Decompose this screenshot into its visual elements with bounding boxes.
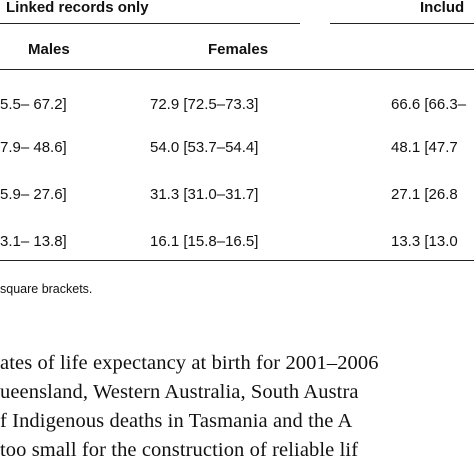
table-cell: 13.3 [13.0 — [391, 233, 458, 250]
header-rule — [0, 69, 474, 70]
col-header-males: Males — [28, 41, 70, 58]
group-rule-right — [330, 23, 474, 24]
table-cell: 31.3 [31.0–31.7] — [150, 186, 259, 203]
paragraph-line: ueensland, Western Australia, South Aust… — [0, 381, 359, 403]
table-cell: 5.5– 67.2] — [0, 96, 67, 113]
table-cell: 66.6 [66.3– — [391, 96, 467, 113]
table-cell: 16.1 [15.8–16.5] — [150, 233, 259, 250]
group-header-linked: Linked records only — [6, 0, 149, 16]
group-header-including: Includ — [420, 0, 465, 16]
table-cell: 3.1– 13.8] — [0, 233, 67, 250]
group-rule-left — [0, 23, 300, 24]
table-cell: 5.9– 27.6] — [0, 186, 67, 203]
paragraph-line: f Indigenous deaths in Tasmania and the … — [0, 410, 353, 432]
paragraph-line: too small for the construction of reliab… — [0, 439, 359, 461]
table-bottom-rule — [0, 260, 474, 261]
table-cell: 54.0 [53.7–54.4] — [150, 139, 259, 156]
table-cell: 7.9– 48.6] — [0, 139, 67, 156]
table-cell: 48.1 [47.7 — [391, 139, 458, 156]
table-footnote: square brackets. — [0, 282, 93, 296]
table-cell: 72.9 [72.5–73.3] — [150, 96, 259, 113]
col-header-females: Females — [208, 41, 269, 58]
paragraph-line: ates of life expectancy at birth for 200… — [0, 352, 379, 374]
table-cell: 27.1 [26.8 — [391, 186, 458, 203]
